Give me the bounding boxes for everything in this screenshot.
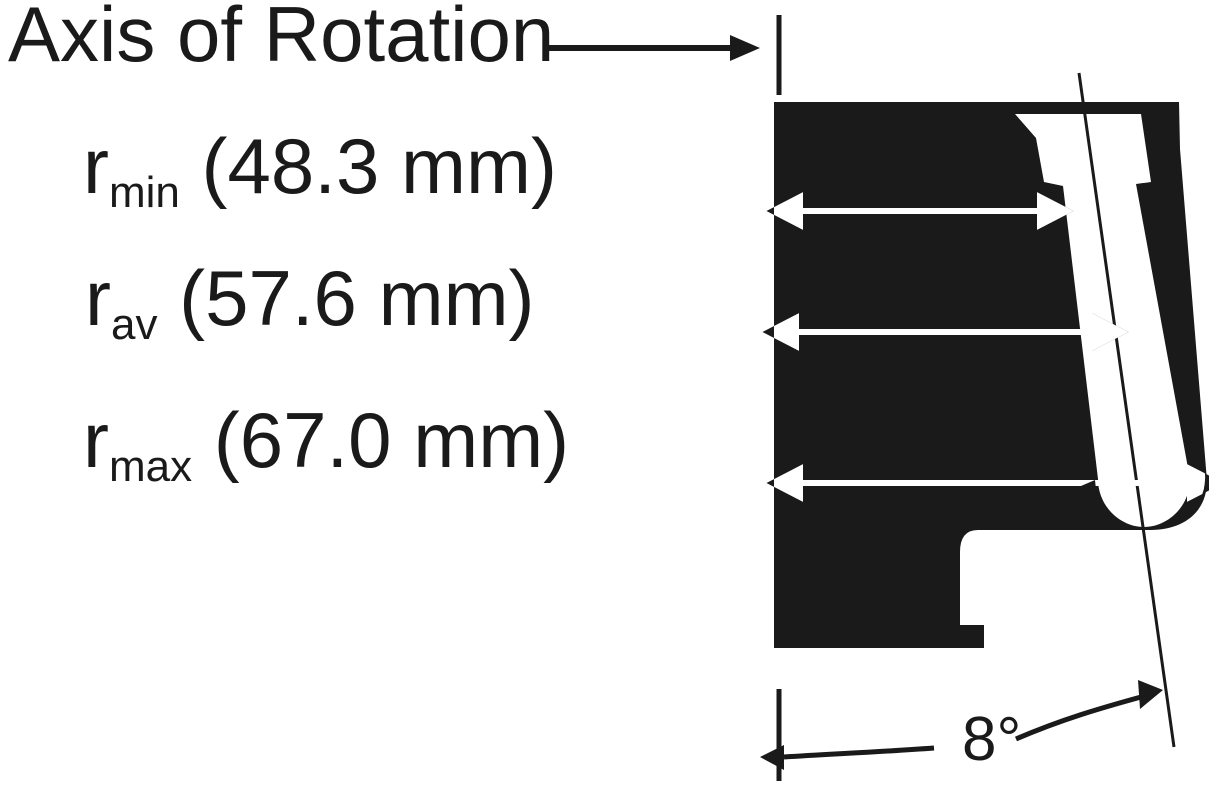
svg-text:8°: 8° (962, 705, 1021, 774)
